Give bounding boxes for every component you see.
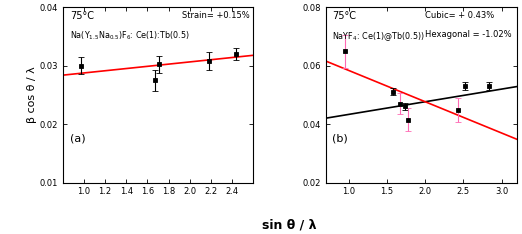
Text: (b): (b) (331, 134, 348, 144)
Text: (a): (a) (70, 134, 86, 144)
Text: Strain= +0.15%: Strain= +0.15% (182, 11, 250, 19)
Text: 75°C: 75°C (70, 11, 94, 21)
Text: sin θ / λ: sin θ / λ (263, 219, 317, 232)
Text: 75°C: 75°C (331, 11, 355, 21)
Text: Hexagonal = -1.02%: Hexagonal = -1.02% (425, 30, 512, 39)
Text: NaYF$_4$: Ce(1)@Tb(0.5)): NaYF$_4$: Ce(1)@Tb(0.5)) (331, 30, 424, 43)
Text: Na(Y$_{1.5}$Na$_{0.5}$)F$_6$: Ce(1):Tb(0.5): Na(Y$_{1.5}$Na$_{0.5}$)F$_6$: Ce(1):Tb(0… (70, 30, 190, 42)
Y-axis label: β cos θ / λ: β cos θ / λ (27, 66, 37, 123)
Text: Cubic= + 0.43%: Cubic= + 0.43% (425, 11, 494, 19)
